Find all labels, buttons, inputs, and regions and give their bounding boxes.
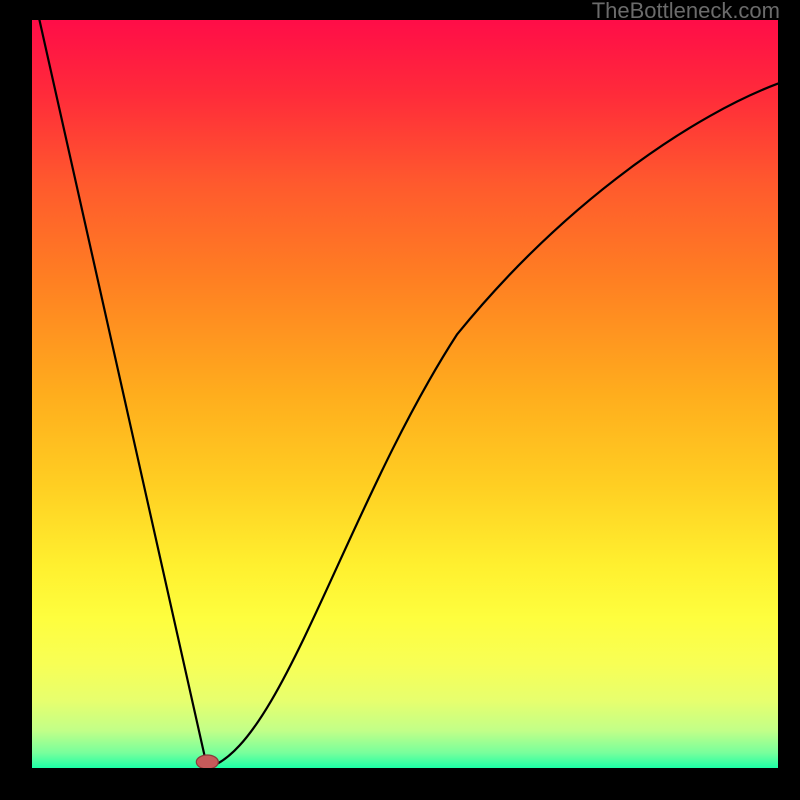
minimum-marker (196, 755, 218, 768)
bottleneck-curve (39, 20, 778, 768)
curve-layer (32, 20, 778, 768)
chart-container: TheBottleneck.com (0, 0, 800, 800)
plot-area (32, 20, 778, 768)
watermark-text: TheBottleneck.com (592, 0, 780, 24)
